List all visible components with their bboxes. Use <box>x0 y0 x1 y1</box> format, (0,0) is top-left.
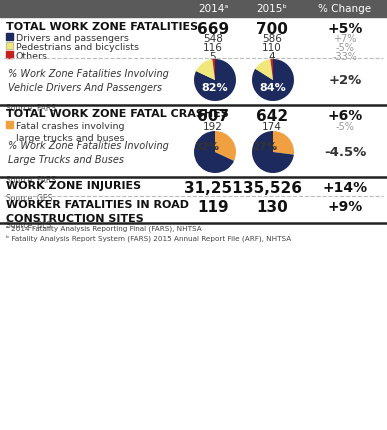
Text: 32%: 32% <box>195 141 219 152</box>
Wedge shape <box>194 132 234 174</box>
Wedge shape <box>194 60 236 102</box>
Text: Pedestrians and bicyclists: Pedestrians and bicyclists <box>16 43 139 52</box>
Wedge shape <box>212 60 215 81</box>
Text: 669: 669 <box>197 22 229 37</box>
Text: ᵇ Fatality Analysis Report System (FARS) 2015 Annual Report File (ARF), NHTSA: ᵇ Fatality Analysis Report System (FARS)… <box>6 234 291 242</box>
Text: -4.5%: -4.5% <box>324 146 366 159</box>
Text: -33%: -33% <box>332 52 358 62</box>
Text: ᵃ 2014 Fatality Analysis Reporting Final (FARS), NHTSA: ᵃ 2014 Fatality Analysis Reporting Final… <box>6 225 202 232</box>
Text: +2%: +2% <box>329 74 361 87</box>
Text: Source: FARS: Source: FARS <box>6 175 56 184</box>
Text: % Change: % Change <box>319 4 372 14</box>
Text: % Work Zone Fatalities Involving
Large Trucks and Buses: % Work Zone Fatalities Involving Large T… <box>8 141 169 165</box>
Text: % Work Zone Fatalities Involving
Vehicle Drivers And Passengers: % Work Zone Fatalities Involving Vehicle… <box>8 69 169 93</box>
Text: 110: 110 <box>262 43 282 53</box>
Text: -5%: -5% <box>336 43 354 53</box>
Text: 31,251: 31,251 <box>184 181 242 196</box>
Wedge shape <box>271 60 273 81</box>
Text: Others: Others <box>16 52 48 61</box>
Bar <box>6 52 13 59</box>
Wedge shape <box>252 60 294 102</box>
Text: 174: 174 <box>262 122 282 132</box>
Text: 700: 700 <box>256 22 288 37</box>
Text: 130: 130 <box>256 200 288 215</box>
Text: TOTAL WORK ZONE FATALITIES: TOTAL WORK ZONE FATALITIES <box>6 22 198 32</box>
Wedge shape <box>196 60 215 81</box>
Bar <box>6 43 13 50</box>
Text: +9%: +9% <box>327 200 363 214</box>
Text: 84%: 84% <box>260 83 286 93</box>
Wedge shape <box>252 132 294 174</box>
Text: WORKER FATALITIES IN ROAD
CONSTRUCTION SITES: WORKER FATALITIES IN ROAD CONSTRUCTION S… <box>6 200 189 224</box>
Bar <box>6 122 13 129</box>
Text: 192: 192 <box>203 122 223 132</box>
Text: 2014ᵃ: 2014ᵃ <box>198 4 228 14</box>
Text: +14%: +14% <box>322 181 368 194</box>
Text: 642: 642 <box>256 109 288 124</box>
Wedge shape <box>215 132 236 162</box>
Text: 116: 116 <box>203 43 223 53</box>
Text: 35,526: 35,526 <box>243 181 301 196</box>
Text: +5%: +5% <box>327 22 363 36</box>
Text: 27%: 27% <box>252 141 277 152</box>
Text: Source: FARS: Source: FARS <box>6 104 56 113</box>
Text: 2015ᵇ: 2015ᵇ <box>257 4 288 14</box>
Text: 82%: 82% <box>202 83 228 93</box>
Text: 586: 586 <box>262 34 282 44</box>
Text: WORK ZONE INJURIES: WORK ZONE INJURIES <box>6 181 141 190</box>
Text: Source: BLS: Source: BLS <box>6 221 51 230</box>
Text: +7%: +7% <box>333 34 357 44</box>
Bar <box>6 34 13 41</box>
Bar <box>6 43 13 50</box>
Wedge shape <box>273 132 294 155</box>
Text: Drivers and passengers: Drivers and passengers <box>16 34 129 43</box>
Text: Fatal crashes involving
large trucks and buses: Fatal crashes involving large trucks and… <box>16 122 125 142</box>
Text: 548: 548 <box>203 34 223 44</box>
Wedge shape <box>255 60 273 81</box>
Text: 607: 607 <box>197 109 229 124</box>
Text: -5%: -5% <box>336 122 354 132</box>
Text: Source: GES: Source: GES <box>6 194 52 203</box>
Text: +6%: +6% <box>327 109 363 123</box>
Bar <box>0 0 387 18</box>
Text: TOTAL WORK ZONE FATAL CRASHES: TOTAL WORK ZONE FATAL CRASHES <box>6 109 229 119</box>
Text: 4: 4 <box>269 52 275 62</box>
Text: 119: 119 <box>197 200 229 215</box>
Text: 5: 5 <box>210 52 216 62</box>
